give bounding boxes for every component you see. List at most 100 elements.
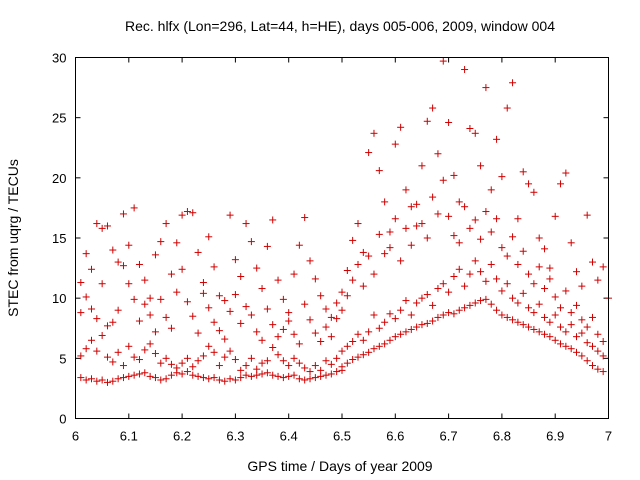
data-point <box>455 198 463 206</box>
data-point <box>551 212 559 220</box>
data-point <box>93 377 101 385</box>
data-point <box>599 263 607 271</box>
data-point <box>551 336 559 344</box>
data-point <box>237 366 245 374</box>
data-point <box>306 316 314 324</box>
data-point <box>146 294 154 302</box>
x-tick-label: 7 <box>605 429 612 444</box>
data-point <box>130 295 138 303</box>
data-point <box>359 351 367 359</box>
data-point <box>183 368 191 376</box>
data-point <box>157 376 165 384</box>
x-tick-label: 6.6 <box>386 429 404 444</box>
data-point <box>167 360 175 368</box>
data-point <box>434 285 442 293</box>
data-point <box>205 233 213 241</box>
data-point <box>407 203 415 211</box>
data-point <box>391 215 399 223</box>
data-point <box>183 298 191 306</box>
data-point <box>237 319 245 327</box>
data-point <box>578 282 586 290</box>
data-point <box>471 257 479 265</box>
data-point <box>141 300 149 308</box>
y-tick-label: 30 <box>52 51 66 66</box>
data-point <box>343 342 351 350</box>
data-point <box>381 250 389 258</box>
data-point <box>514 299 522 307</box>
data-point <box>583 323 591 331</box>
data-point <box>157 295 165 303</box>
data-point <box>189 371 197 379</box>
data-point <box>322 371 330 379</box>
data-point <box>295 241 303 249</box>
data-point <box>151 251 159 259</box>
data-point <box>338 306 346 314</box>
data-point <box>301 214 309 222</box>
data-point <box>237 374 245 382</box>
data-point <box>157 238 165 246</box>
data-point <box>493 306 501 314</box>
y-tick-label: 5 <box>59 351 66 366</box>
data-point <box>375 342 383 350</box>
data-point <box>530 309 538 317</box>
y-tick-label: 15 <box>52 231 66 246</box>
data-point <box>354 220 362 228</box>
data-point <box>493 135 501 143</box>
data-point <box>375 230 383 238</box>
data-point <box>173 364 181 372</box>
data-point <box>386 310 394 318</box>
data-point <box>109 377 117 385</box>
data-point <box>573 333 581 341</box>
data-point <box>306 375 314 383</box>
data-point <box>546 264 554 272</box>
data-point <box>242 371 250 379</box>
data-point <box>135 317 143 325</box>
data-point <box>77 309 85 317</box>
data-point <box>311 329 319 337</box>
data-point <box>519 321 527 329</box>
data-point <box>162 354 170 362</box>
data-point <box>583 339 591 347</box>
data-point <box>125 241 133 249</box>
data-point <box>215 327 223 335</box>
data-point <box>349 337 357 345</box>
data-point <box>167 371 175 379</box>
data-point <box>199 352 207 360</box>
data-point <box>199 289 207 297</box>
data-point <box>183 354 191 362</box>
data-point <box>583 357 591 365</box>
data-point <box>578 352 586 360</box>
data-point <box>466 270 474 278</box>
data-point <box>541 330 549 338</box>
data-point <box>290 330 298 338</box>
data-point <box>397 330 405 338</box>
data-point <box>546 333 554 341</box>
x-tick-label: 6.4 <box>280 429 298 444</box>
data-point <box>322 323 330 331</box>
data-point <box>135 260 143 268</box>
data-point <box>354 330 362 338</box>
data-point <box>231 291 239 299</box>
data-point <box>327 360 335 368</box>
data-point <box>141 276 149 284</box>
data-point <box>199 279 207 287</box>
data-point <box>77 279 85 287</box>
data-point <box>333 299 341 307</box>
x-axis-label: GPS time / Days of year 2009 <box>247 458 432 474</box>
data-point <box>301 300 309 308</box>
data-point <box>253 371 261 379</box>
data-point <box>269 321 277 329</box>
data-point <box>231 356 239 364</box>
data-point <box>503 313 511 321</box>
data-point <box>109 358 117 366</box>
data-point <box>82 376 90 384</box>
data-point <box>423 319 431 327</box>
data-point <box>525 323 533 331</box>
data-point <box>93 315 101 323</box>
data-point <box>114 375 122 383</box>
data-point <box>402 328 410 336</box>
data-point <box>141 369 149 377</box>
data-point <box>98 280 106 288</box>
data-point <box>386 228 394 236</box>
